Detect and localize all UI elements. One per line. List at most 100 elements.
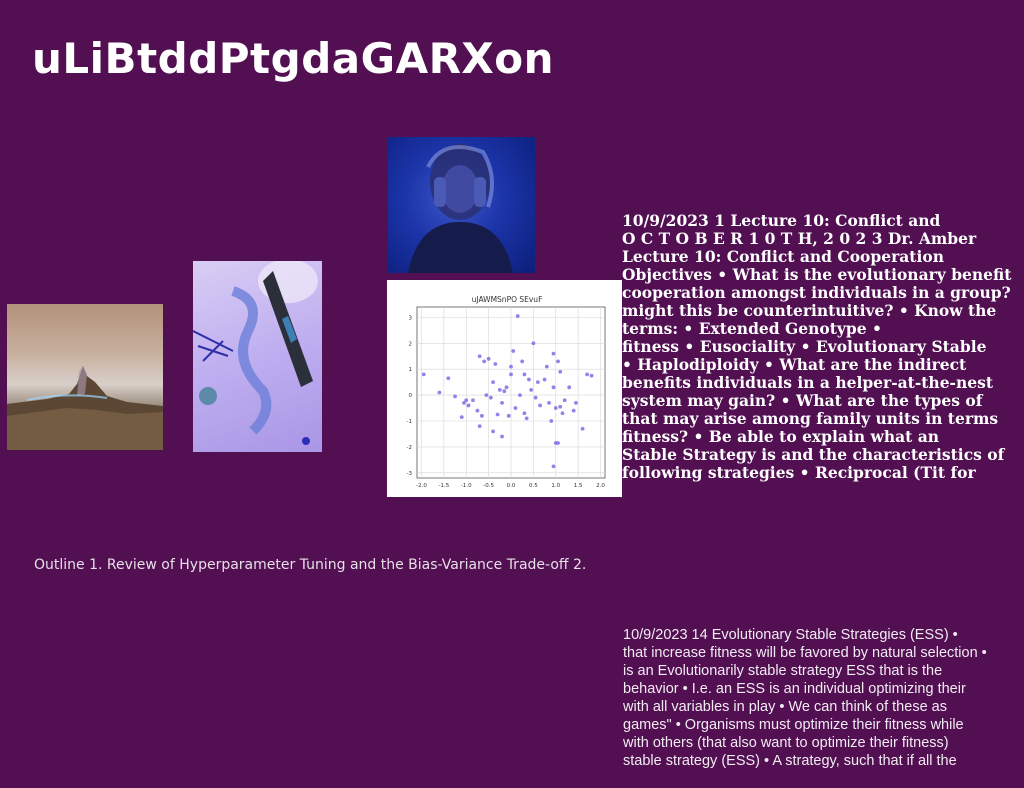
x-tick-label: -0.5 [483, 483, 494, 489]
lecture-text-line: cooperation amongst individuals in a gro… [622, 283, 1011, 302]
scatter-point [500, 434, 504, 439]
outline-text: Outline 1. Review of Hyperparameter Tuni… [34, 557, 587, 573]
ess-text-line: games" • Organisms must optimize their f… [623, 717, 964, 733]
lecture-text-block: 10/9/2023 1 Lecture 10: Conflict and O C … [622, 212, 1024, 484]
scatter-point [529, 388, 534, 392]
ess-text-line: with others (that also want to optimize … [623, 735, 949, 751]
scatter-point [486, 356, 491, 361]
scatter-point [556, 441, 560, 445]
mountain-image [7, 304, 163, 450]
scatter-point [558, 404, 563, 409]
scatter-point [547, 400, 551, 405]
y-tick-label: 1 [409, 367, 413, 373]
scatter-point [491, 380, 495, 385]
scatter-point [551, 351, 556, 356]
scatter-point [589, 373, 594, 378]
scatter-point [500, 400, 504, 405]
lecture-text-line: 10/9/2023 1 Lecture 10: Conflict and [622, 212, 941, 230]
y-tick-label: 3 [409, 315, 413, 321]
scatter-point [522, 411, 527, 416]
scatter-point [497, 388, 502, 392]
scatter-point [513, 406, 518, 410]
scatter-chart-svg: uJAWMSnPO SEvuF -2.0 -1.5 -1.0 -0.5 0.0 0.5 1.… [407, 295, 606, 489]
lecture-text-line: O C T O B E R 1 0 T H, 2 0 2 3 Dr. Amber [622, 229, 977, 248]
lecture-text-line: fitness? • Be able to explain what an [622, 427, 940, 446]
ess-text-line: stable strategy (ESS) • A strategy, such… [623, 753, 957, 769]
lecture-text-line: terms: • Extended Genotype • [622, 319, 882, 338]
scatter-point [515, 314, 520, 318]
scatter-point [495, 412, 500, 417]
lecture-text-line: Objectives • What is the evolutionary be… [622, 265, 1012, 284]
scatter-point [542, 377, 547, 382]
lecture-text-line: benefits individuals in a helper-at-the-… [622, 373, 994, 392]
scatter-point [535, 380, 540, 385]
scatter-point [477, 354, 482, 359]
scatter-point [527, 377, 531, 382]
lecture-text-line: might this be counterintuitive? • Know t… [622, 301, 997, 320]
scatter-point [421, 372, 426, 377]
scatter-point [453, 394, 457, 399]
scatter-point [560, 411, 565, 416]
scatter-point [504, 385, 509, 390]
scatter-point [482, 359, 487, 364]
scatter-point [502, 389, 507, 394]
scatter-point [471, 398, 475, 403]
y-tick-label: 0 [409, 393, 413, 399]
chart-title: uJAWMSnPO SEvuF [472, 295, 543, 304]
scatter-point [466, 403, 471, 408]
ess-text-line: behavior • I.e. an ESS is an individual … [623, 681, 966, 697]
y-tick-label: -3 [407, 471, 413, 477]
x-tick-label: -1.5 [438, 483, 449, 489]
scatter-point [446, 376, 451, 381]
scatter-chart: uJAWMSnPO SEvuF -2.0 -1.5 -1.0 -0.5 0.0 0.5 1.… [387, 280, 622, 497]
scatter-point [511, 349, 516, 353]
lecture-text-line: Lecture 10: Conflict and Cooperation [622, 247, 944, 266]
lecture-text-line: system may gain? • What are the types of [622, 391, 983, 410]
scatter-point [531, 341, 536, 346]
scatter-point [522, 372, 527, 377]
lecture-text-line: following strategies • Reciprocal (Tit f… [622, 463, 976, 482]
scatter-point [585, 372, 589, 377]
x-tick-label: -2.0 [416, 483, 427, 489]
scatter-point [491, 429, 495, 434]
x-tick-label: 0.0 [507, 483, 516, 489]
party-image [193, 261, 322, 452]
lecture-text-line: that may arise among family units in ter… [622, 409, 999, 428]
scatter-point [571, 408, 576, 413]
scatter-point [509, 372, 513, 377]
scatter-point [562, 398, 567, 403]
x-tick-label: 1.5 [574, 483, 583, 489]
x-tick-label: 1.0 [551, 483, 560, 489]
scatter-point [556, 359, 560, 364]
scatter-point [493, 362, 498, 366]
ess-text-block: 10/9/2023 14 Evolutionary Stable Strateg… [623, 626, 1024, 772]
scatter-point [553, 406, 558, 410]
scatter-point [580, 426, 585, 431]
scatter-point [506, 413, 511, 418]
ess-text-line: with all variables in play • We can thin… [623, 699, 947, 715]
scatter-point [488, 395, 493, 400]
page-title: uLiBtddPtgdaGARXon [32, 34, 555, 83]
scatter-point [567, 385, 572, 390]
y-tick-label: -2 [407, 445, 412, 451]
scatter-point [459, 415, 464, 420]
scatter-point [551, 464, 556, 469]
lecture-text-line: fitness • Eusociality • Evolutionary Sta… [622, 337, 987, 356]
scatter-point [574, 400, 578, 405]
scatter-point [475, 408, 480, 413]
scatter-point [538, 403, 542, 408]
ess-text-line: is an Evolutionarily stable strategy ESS… [623, 663, 943, 679]
scatter-point [437, 390, 442, 395]
x-tick-label: -1.0 [461, 483, 472, 489]
scatter-point [558, 369, 563, 374]
scatter-point [533, 395, 538, 400]
scatter-point [480, 413, 484, 418]
y-tick-label: -1 [407, 419, 412, 425]
scatter-point [464, 398, 469, 403]
scatter-point [544, 364, 549, 369]
ess-text-line: 10/9/2023 14 Evolutionary Stable Strateg… [623, 627, 958, 643]
person-image [388, 137, 535, 273]
scatter-point [551, 385, 556, 390]
x-tick-label: 2.0 [596, 483, 605, 489]
lecture-text-line: • Haplodiploidy • What are the indirect [622, 355, 967, 374]
